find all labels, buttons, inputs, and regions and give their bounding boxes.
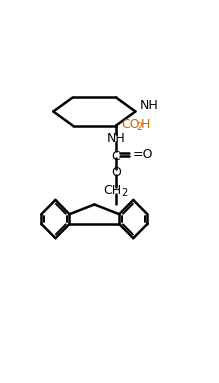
Text: H: H bbox=[141, 118, 150, 131]
Text: O: O bbox=[111, 165, 121, 178]
Text: =O: =O bbox=[132, 148, 153, 161]
Text: 2: 2 bbox=[136, 122, 142, 132]
Text: CH: CH bbox=[104, 184, 122, 197]
Text: C: C bbox=[112, 150, 120, 163]
Text: NH: NH bbox=[140, 98, 159, 111]
Text: 2: 2 bbox=[122, 188, 128, 198]
Text: CO: CO bbox=[121, 118, 140, 131]
Text: NH: NH bbox=[107, 132, 125, 145]
